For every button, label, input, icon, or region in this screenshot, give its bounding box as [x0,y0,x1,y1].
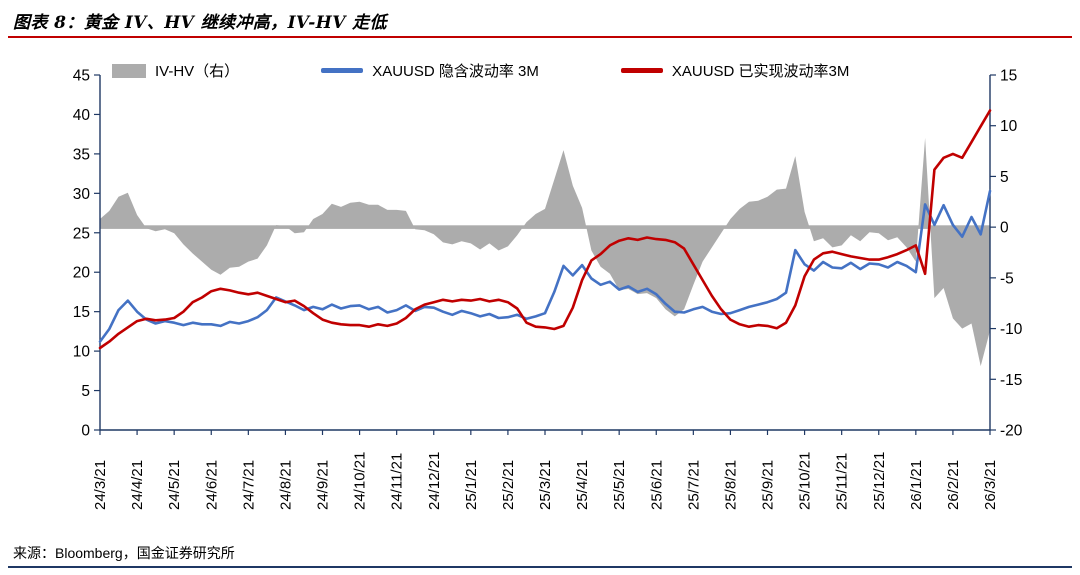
svg-text:25/1/21: 25/1/21 [463,460,480,510]
legend-label-implied-vol: XAUUSD 隐含波动率 3M [372,63,539,80]
svg-text:24/3/21: 24/3/21 [92,460,109,510]
svg-text:24/8/21: 24/8/21 [277,460,294,510]
svg-text:-5: -5 [1000,270,1014,287]
svg-text:20: 20 [73,265,91,282]
svg-text:24/5/21: 24/5/21 [166,460,183,510]
svg-text:25/2/21: 25/2/21 [500,460,517,510]
svg-text:25/11/21: 25/11/21 [834,453,851,510]
svg-text:24/10/21: 24/10/21 [352,452,369,510]
svg-text:45: 45 [73,68,90,85]
svg-text:5: 5 [1000,169,1009,186]
svg-text:30: 30 [73,186,91,203]
svg-text:10: 10 [73,344,91,361]
svg-text:25/3/21: 25/3/21 [537,460,554,510]
legend-item-realized-vol: XAUUSD 已实现波动率3M [620,60,850,81]
svg-text:25/12/21: 25/12/21 [871,452,888,510]
svg-text:25/7/21: 25/7/21 [685,460,702,510]
svg-text:25/9/21: 25/9/21 [760,460,777,510]
svg-text:26/3/21: 26/3/21 [982,460,999,510]
svg-text:24/12/21: 24/12/21 [426,452,443,510]
svg-text:25/6/21: 25/6/21 [648,460,665,510]
svg-text:5: 5 [81,383,90,400]
svg-text:24/6/21: 24/6/21 [203,460,220,510]
y-axis-right: -20 -15 -10 -5 0 5 10 15 [990,68,1023,440]
svg-text:24/4/21: 24/4/21 [129,460,146,510]
svg-text:26/1/21: 26/1/21 [908,460,925,510]
svg-text:26/2/21: 26/2/21 [945,460,962,510]
implied-series [98,189,992,343]
svg-text:35: 35 [73,146,90,163]
title-divider [8,36,1072,38]
svg-text:15: 15 [73,304,90,321]
area-swatch-icon [112,63,146,78]
svg-text:25: 25 [73,225,90,242]
svg-text:40: 40 [73,107,91,124]
svg-text:0: 0 [81,423,90,440]
area-series [100,137,990,367]
y-axis-left: 0 5 10 15 20 25 30 35 40 45 [73,68,100,440]
x-axis: 24/3/21 24/4/21 24/5/21 24/6/21 24/7/21 24/8/… [92,430,999,510]
figure-title: 图表 8：黄金 IV、HV 继续冲高，IV-HV 走低 [13,13,387,33]
legend-label-realized-vol: XAUUSD 已实现波动率3M [671,63,850,80]
svg-text:25/8/21: 25/8/21 [722,460,739,510]
svg-text:24/7/21: 24/7/21 [240,460,257,510]
legend-label-iv-hv: IV-HV（右） [155,63,240,80]
legend-item-iv-hv: IV-HV（右） [112,60,239,81]
svg-text:24/11/21: 24/11/21 [389,453,406,510]
svg-text:10: 10 [1000,118,1018,135]
blue-line-swatch-icon [321,68,364,73]
svg-text:-15: -15 [1000,372,1022,389]
svg-text:25/10/21: 25/10/21 [797,452,814,510]
svg-text:15: 15 [1000,68,1017,85]
footer-divider [8,566,1072,568]
svg-text:0: 0 [1000,220,1009,237]
legend-item-implied-vol: XAUUSD 隐含波动率 3M [321,60,539,81]
svg-text:-10: -10 [1000,321,1023,338]
red-line-swatch-icon [620,68,663,73]
svg-text:25/4/21: 25/4/21 [574,460,591,510]
chart-legend: IV-HV（右） XAUUSD 隐含波动率 3M XAUUSD 已实现波动率3M [112,60,849,81]
volatility-chart: 0 5 10 15 20 25 30 35 40 45 -20 -15 -10 -5 0 5 10 15 24/3/… [73,68,1023,511]
svg-text:-20: -20 [1000,423,1023,440]
source-note: 来源：Bloomberg，国金证券研究所 [13,545,235,561]
svg-text:24/9/21: 24/9/21 [315,460,332,510]
svg-text:25/5/21: 25/5/21 [611,460,628,510]
realized-series [98,109,992,350]
